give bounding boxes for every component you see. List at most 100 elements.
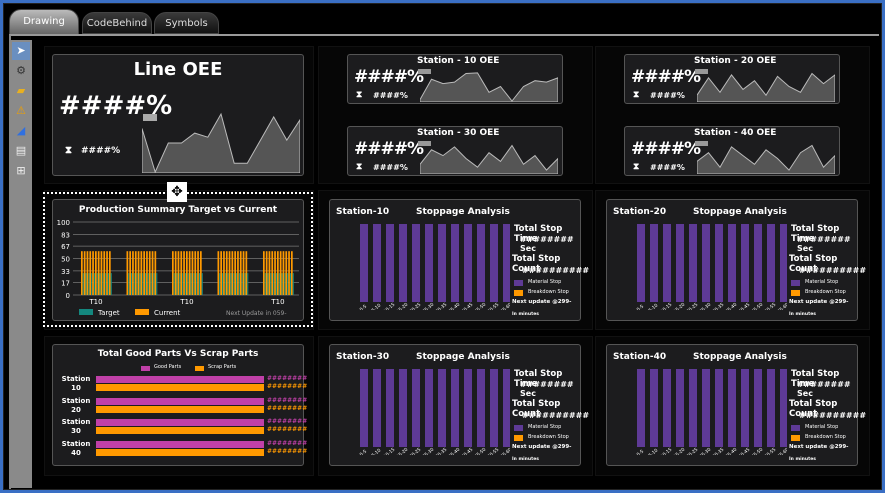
station-oee-title: Station - 40 OEE xyxy=(694,128,777,138)
bin-label: 30-35 xyxy=(434,302,448,310)
stop-time-value: ######## Sec xyxy=(520,235,574,253)
chart-icon[interactable]: ◢ xyxy=(16,124,26,137)
target-bar xyxy=(105,273,107,295)
warning-icon[interactable]: ⚠ xyxy=(16,104,26,117)
in-minutes-text: In minutes xyxy=(512,457,539,462)
target-bar xyxy=(247,273,249,295)
stoppage-bar xyxy=(503,369,510,447)
stop-time-label: Total Stop Time xyxy=(514,224,563,244)
station-oee-value: ####% xyxy=(354,139,424,159)
connector-icon[interactable]: ⚙ xyxy=(16,64,26,77)
tab-symbols[interactable]: Symbols xyxy=(154,12,219,34)
bin-label: 15-20 xyxy=(672,302,686,310)
stoppage-bar xyxy=(425,224,433,302)
current-bar xyxy=(83,251,86,295)
station-oee-panel[interactable]: Station - 20 OEE ####% ⧗ ####% xyxy=(624,54,840,104)
target-bar xyxy=(96,273,98,295)
legend-good: Good Parts xyxy=(154,364,182,370)
bin-label: 45-50 xyxy=(750,447,764,455)
navigation-icon[interactable] xyxy=(143,114,157,121)
target-bar xyxy=(233,273,235,295)
station-oee-sub: ####% xyxy=(373,91,408,100)
legend-swatch-material xyxy=(791,425,800,431)
stoppage-panel[interactable]: Station-30 Stoppage Analysis Total Stop Ti… xyxy=(329,344,589,466)
current-bar xyxy=(197,251,199,295)
bin-label: 0-5 xyxy=(636,303,646,310)
hourglass-icon: ⧗ xyxy=(633,90,640,100)
stoppage-bar xyxy=(689,224,697,302)
table-icon[interactable]: ▤ xyxy=(15,144,27,157)
current-bar xyxy=(282,251,285,295)
station-oee-panel[interactable]: Station - 40 OEE ####% ⧗ ####% xyxy=(624,126,840,176)
sparkline xyxy=(697,144,835,174)
target-bar xyxy=(176,273,178,295)
station-oee-sub: ####% xyxy=(650,91,685,100)
bin-label: 0-5 xyxy=(636,448,646,455)
bin-label: 5-10 xyxy=(648,448,660,455)
bin-label: 55-60 xyxy=(776,302,787,310)
production-chart: 100 83 67 50 33 17 0 T10 T10 T10 Target Current Next… xyxy=(57,219,299,317)
stoppage-panel[interactable]: Station-20 Stoppage Analysis Total Stop Ti… xyxy=(606,199,866,321)
scrap-parts-bar xyxy=(96,405,264,413)
navigation-icon[interactable] xyxy=(695,141,708,146)
target-bar xyxy=(153,273,155,295)
navigation-icon[interactable] xyxy=(418,141,431,146)
line-oee-panel[interactable]: Line OEE ####% ⧗ ####% xyxy=(52,54,304,176)
hourglass-icon: ⧗ xyxy=(356,90,363,100)
target-bar xyxy=(238,273,240,295)
grid-icon[interactable]: ⊞ xyxy=(16,164,26,177)
current-bar xyxy=(143,251,145,295)
tab-drawing[interactable]: Drawing xyxy=(9,9,79,35)
stop-count-label: Total Stop Count xyxy=(512,399,561,419)
stoppage-bar xyxy=(741,224,749,302)
production-summary-panel[interactable]: Production Summary Target vs Current 100 8… xyxy=(52,199,304,321)
target-bar xyxy=(93,273,95,295)
stoppage-panel[interactable]: Station-40 Stoppage Analysis Total Stop Ti… xyxy=(606,344,866,466)
target-bar xyxy=(219,273,221,295)
stoppage-title: Stoppage Analysis xyxy=(693,207,787,217)
legend-breakdown-stop: Breakdown Stop xyxy=(805,434,846,440)
current-bar xyxy=(274,251,276,295)
bin-label: 30-35 xyxy=(711,302,725,310)
folder-icon[interactable]: ▰ xyxy=(16,84,26,97)
bin-label: 50-55 xyxy=(763,302,777,310)
y-tick-label: 83 xyxy=(61,231,70,239)
scrap-parts-value: ######## xyxy=(267,383,308,390)
stop-count-label: Total Stop Count xyxy=(789,399,838,419)
station-oee-panel[interactable]: Station - 10 OEE ####% ⧗ ####% xyxy=(347,54,563,104)
station-oee-sub: ####% xyxy=(373,163,408,172)
bin-label: 20-25 xyxy=(408,302,422,310)
station-oee-value: ####% xyxy=(631,67,701,87)
current-bar xyxy=(126,251,129,295)
stoppage-bar xyxy=(451,224,459,302)
stoppage-bar xyxy=(767,224,775,302)
current-bar xyxy=(225,251,228,295)
current-bar xyxy=(242,251,245,295)
move-handle-icon[interactable]: ✥ xyxy=(167,182,187,202)
y-tick-label: 100 xyxy=(57,219,70,227)
in-minutes-text: In minutes xyxy=(512,312,539,317)
current-bar xyxy=(172,251,174,295)
legend-breakdown-stop: Breakdown Stop xyxy=(805,289,846,295)
legend-current: Current xyxy=(154,309,181,317)
good-scrap-panel[interactable]: Total Good Parts Vs Scrap Parts Good Part… xyxy=(52,344,308,466)
legend-swatch-material xyxy=(514,425,523,431)
stoppage-bar xyxy=(360,369,368,447)
stoppage-panel[interactable]: Station-10 Stoppage Analysis Total Stop Ti… xyxy=(329,199,589,321)
stoppage-bar xyxy=(767,369,775,447)
station-oee-title: Station - 10 OEE xyxy=(417,56,500,66)
current-bar xyxy=(132,251,134,295)
bin-label: 20-25 xyxy=(685,447,699,455)
scrap-parts-bar xyxy=(96,448,264,456)
bin-label: 55-60 xyxy=(499,447,510,455)
tab-codebehind[interactable]: CodeBehind xyxy=(82,12,152,34)
stoppage-bar xyxy=(715,369,723,447)
current-bar xyxy=(288,251,290,295)
navigation-icon[interactable] xyxy=(418,69,431,74)
stop-count-value: ########## xyxy=(522,266,590,275)
pointer-icon[interactable]: ➤ xyxy=(12,42,30,60)
sparkline xyxy=(420,144,558,174)
station-oee-panel[interactable]: Station - 30 OEE ####% ⧗ ####% xyxy=(347,126,563,176)
target-bar xyxy=(110,273,112,295)
navigation-icon[interactable] xyxy=(695,69,708,74)
